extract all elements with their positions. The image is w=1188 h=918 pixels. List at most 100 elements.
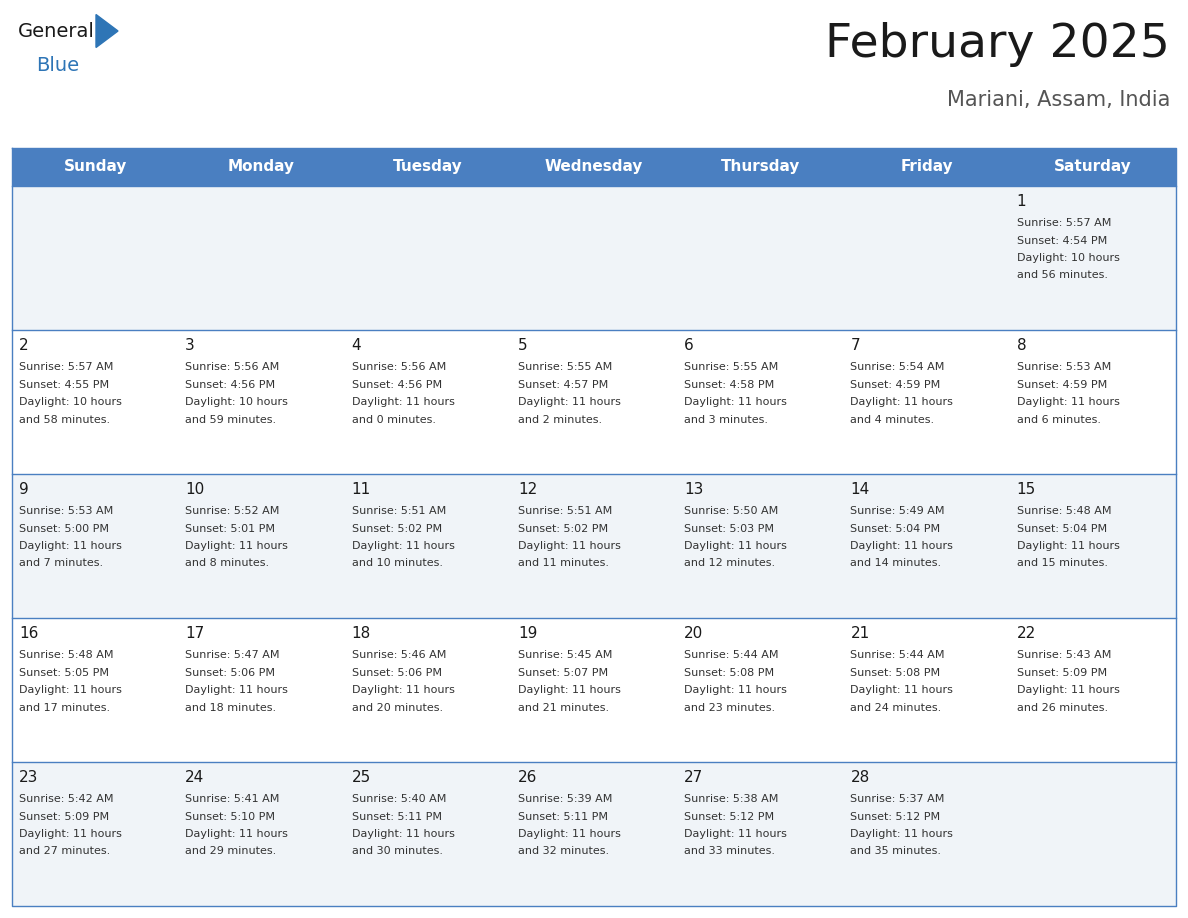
Text: and 15 minutes.: and 15 minutes. xyxy=(1017,558,1107,568)
Text: Sunrise: 5:50 AM: Sunrise: 5:50 AM xyxy=(684,506,778,516)
Text: 19: 19 xyxy=(518,626,537,641)
Text: and 17 minutes.: and 17 minutes. xyxy=(19,702,110,712)
Text: Sunset: 5:11 PM: Sunset: 5:11 PM xyxy=(518,812,608,822)
Text: Sunrise: 5:56 AM: Sunrise: 5:56 AM xyxy=(352,362,446,372)
Text: and 8 minutes.: and 8 minutes. xyxy=(185,558,270,568)
Text: Sunset: 5:09 PM: Sunset: 5:09 PM xyxy=(1017,667,1107,677)
Text: 5: 5 xyxy=(518,338,527,353)
Text: Sunset: 5:08 PM: Sunset: 5:08 PM xyxy=(851,667,941,677)
Text: Sunset: 5:04 PM: Sunset: 5:04 PM xyxy=(851,523,941,533)
Text: and 7 minutes.: and 7 minutes. xyxy=(19,558,103,568)
Text: 8: 8 xyxy=(1017,338,1026,353)
Text: Sunrise: 5:38 AM: Sunrise: 5:38 AM xyxy=(684,794,778,804)
Text: Sunset: 5:02 PM: Sunset: 5:02 PM xyxy=(352,523,442,533)
Text: Daylight: 11 hours: Daylight: 11 hours xyxy=(684,541,786,551)
Text: Sunset: 5:11 PM: Sunset: 5:11 PM xyxy=(352,812,442,822)
Text: Sunset: 4:54 PM: Sunset: 4:54 PM xyxy=(1017,236,1107,245)
Text: Daylight: 11 hours: Daylight: 11 hours xyxy=(19,541,122,551)
Text: Daylight: 11 hours: Daylight: 11 hours xyxy=(352,685,455,695)
Text: Daylight: 11 hours: Daylight: 11 hours xyxy=(851,541,953,551)
Text: Daylight: 11 hours: Daylight: 11 hours xyxy=(185,685,289,695)
Text: and 26 minutes.: and 26 minutes. xyxy=(1017,702,1108,712)
Text: Daylight: 11 hours: Daylight: 11 hours xyxy=(1017,397,1119,407)
Text: Thursday: Thursday xyxy=(721,160,800,174)
Text: Sunday: Sunday xyxy=(63,160,127,174)
Text: and 0 minutes.: and 0 minutes. xyxy=(352,415,436,424)
Text: Daylight: 11 hours: Daylight: 11 hours xyxy=(352,397,455,407)
Text: Daylight: 11 hours: Daylight: 11 hours xyxy=(851,829,953,839)
Text: 10: 10 xyxy=(185,482,204,497)
Text: Wednesday: Wednesday xyxy=(545,160,643,174)
Text: Daylight: 11 hours: Daylight: 11 hours xyxy=(352,829,455,839)
Text: 1: 1 xyxy=(1017,194,1026,209)
Text: Daylight: 11 hours: Daylight: 11 hours xyxy=(1017,541,1119,551)
Text: 24: 24 xyxy=(185,770,204,785)
Text: Sunrise: 5:42 AM: Sunrise: 5:42 AM xyxy=(19,794,114,804)
Text: Daylight: 11 hours: Daylight: 11 hours xyxy=(185,829,289,839)
Text: Saturday: Saturday xyxy=(1054,160,1132,174)
Text: Daylight: 11 hours: Daylight: 11 hours xyxy=(518,685,621,695)
Text: 2: 2 xyxy=(19,338,29,353)
Text: Tuesday: Tuesday xyxy=(393,160,462,174)
Text: Daylight: 10 hours: Daylight: 10 hours xyxy=(185,397,289,407)
Text: Daylight: 11 hours: Daylight: 11 hours xyxy=(19,685,122,695)
Text: and 33 minutes.: and 33 minutes. xyxy=(684,846,775,856)
Text: Daylight: 11 hours: Daylight: 11 hours xyxy=(19,829,122,839)
Text: and 2 minutes.: and 2 minutes. xyxy=(518,415,602,424)
Text: 22: 22 xyxy=(1017,626,1036,641)
Bar xyxy=(12,618,1176,762)
Text: Daylight: 11 hours: Daylight: 11 hours xyxy=(518,397,621,407)
Text: 23: 23 xyxy=(19,770,38,785)
Text: Sunrise: 5:54 AM: Sunrise: 5:54 AM xyxy=(851,362,944,372)
Text: Sunrise: 5:44 AM: Sunrise: 5:44 AM xyxy=(851,650,944,660)
Text: 17: 17 xyxy=(185,626,204,641)
Text: and 12 minutes.: and 12 minutes. xyxy=(684,558,776,568)
Text: Sunrise: 5:48 AM: Sunrise: 5:48 AM xyxy=(19,650,114,660)
Text: 14: 14 xyxy=(851,482,870,497)
Text: and 20 minutes.: and 20 minutes. xyxy=(352,702,443,712)
Text: and 18 minutes.: and 18 minutes. xyxy=(185,702,277,712)
Text: and 11 minutes.: and 11 minutes. xyxy=(518,558,609,568)
Text: Sunset: 5:03 PM: Sunset: 5:03 PM xyxy=(684,523,775,533)
Polygon shape xyxy=(96,15,118,48)
Text: 18: 18 xyxy=(352,626,371,641)
Text: Sunset: 4:56 PM: Sunset: 4:56 PM xyxy=(352,379,442,389)
Text: Sunset: 4:56 PM: Sunset: 4:56 PM xyxy=(185,379,276,389)
Text: and 3 minutes.: and 3 minutes. xyxy=(684,415,769,424)
Text: 12: 12 xyxy=(518,482,537,497)
Text: Sunrise: 5:57 AM: Sunrise: 5:57 AM xyxy=(1017,218,1111,228)
Text: Monday: Monday xyxy=(228,160,295,174)
Text: 15: 15 xyxy=(1017,482,1036,497)
Text: Daylight: 11 hours: Daylight: 11 hours xyxy=(352,541,455,551)
Text: Sunset: 4:55 PM: Sunset: 4:55 PM xyxy=(19,379,109,389)
Text: Sunrise: 5:39 AM: Sunrise: 5:39 AM xyxy=(518,794,612,804)
Text: 25: 25 xyxy=(352,770,371,785)
Text: Sunset: 5:10 PM: Sunset: 5:10 PM xyxy=(185,812,276,822)
Text: Sunrise: 5:53 AM: Sunrise: 5:53 AM xyxy=(19,506,113,516)
Text: 4: 4 xyxy=(352,338,361,353)
Text: 21: 21 xyxy=(851,626,870,641)
Text: Sunrise: 5:57 AM: Sunrise: 5:57 AM xyxy=(19,362,113,372)
Text: Sunrise: 5:55 AM: Sunrise: 5:55 AM xyxy=(684,362,778,372)
Text: Sunset: 5:09 PM: Sunset: 5:09 PM xyxy=(19,812,109,822)
Text: Sunrise: 5:44 AM: Sunrise: 5:44 AM xyxy=(684,650,778,660)
Text: Sunset: 4:59 PM: Sunset: 4:59 PM xyxy=(1017,379,1107,389)
Text: Daylight: 10 hours: Daylight: 10 hours xyxy=(19,397,122,407)
Text: Sunset: 5:04 PM: Sunset: 5:04 PM xyxy=(1017,523,1107,533)
Text: and 6 minutes.: and 6 minutes. xyxy=(1017,415,1101,424)
Text: Daylight: 11 hours: Daylight: 11 hours xyxy=(684,829,786,839)
Text: and 4 minutes.: and 4 minutes. xyxy=(851,415,935,424)
Bar xyxy=(12,330,1176,474)
Text: and 30 minutes.: and 30 minutes. xyxy=(352,846,443,856)
Text: Daylight: 11 hours: Daylight: 11 hours xyxy=(684,685,786,695)
Text: February 2025: February 2025 xyxy=(826,22,1170,67)
Text: Sunset: 5:01 PM: Sunset: 5:01 PM xyxy=(185,523,276,533)
Text: Sunrise: 5:48 AM: Sunrise: 5:48 AM xyxy=(1017,506,1111,516)
Text: Daylight: 11 hours: Daylight: 11 hours xyxy=(684,397,786,407)
Text: 9: 9 xyxy=(19,482,29,497)
Text: and 56 minutes.: and 56 minutes. xyxy=(1017,271,1107,281)
Text: 11: 11 xyxy=(352,482,371,497)
Text: Sunset: 5:05 PM: Sunset: 5:05 PM xyxy=(19,667,109,677)
Text: Sunrise: 5:40 AM: Sunrise: 5:40 AM xyxy=(352,794,446,804)
Bar xyxy=(12,762,1176,906)
